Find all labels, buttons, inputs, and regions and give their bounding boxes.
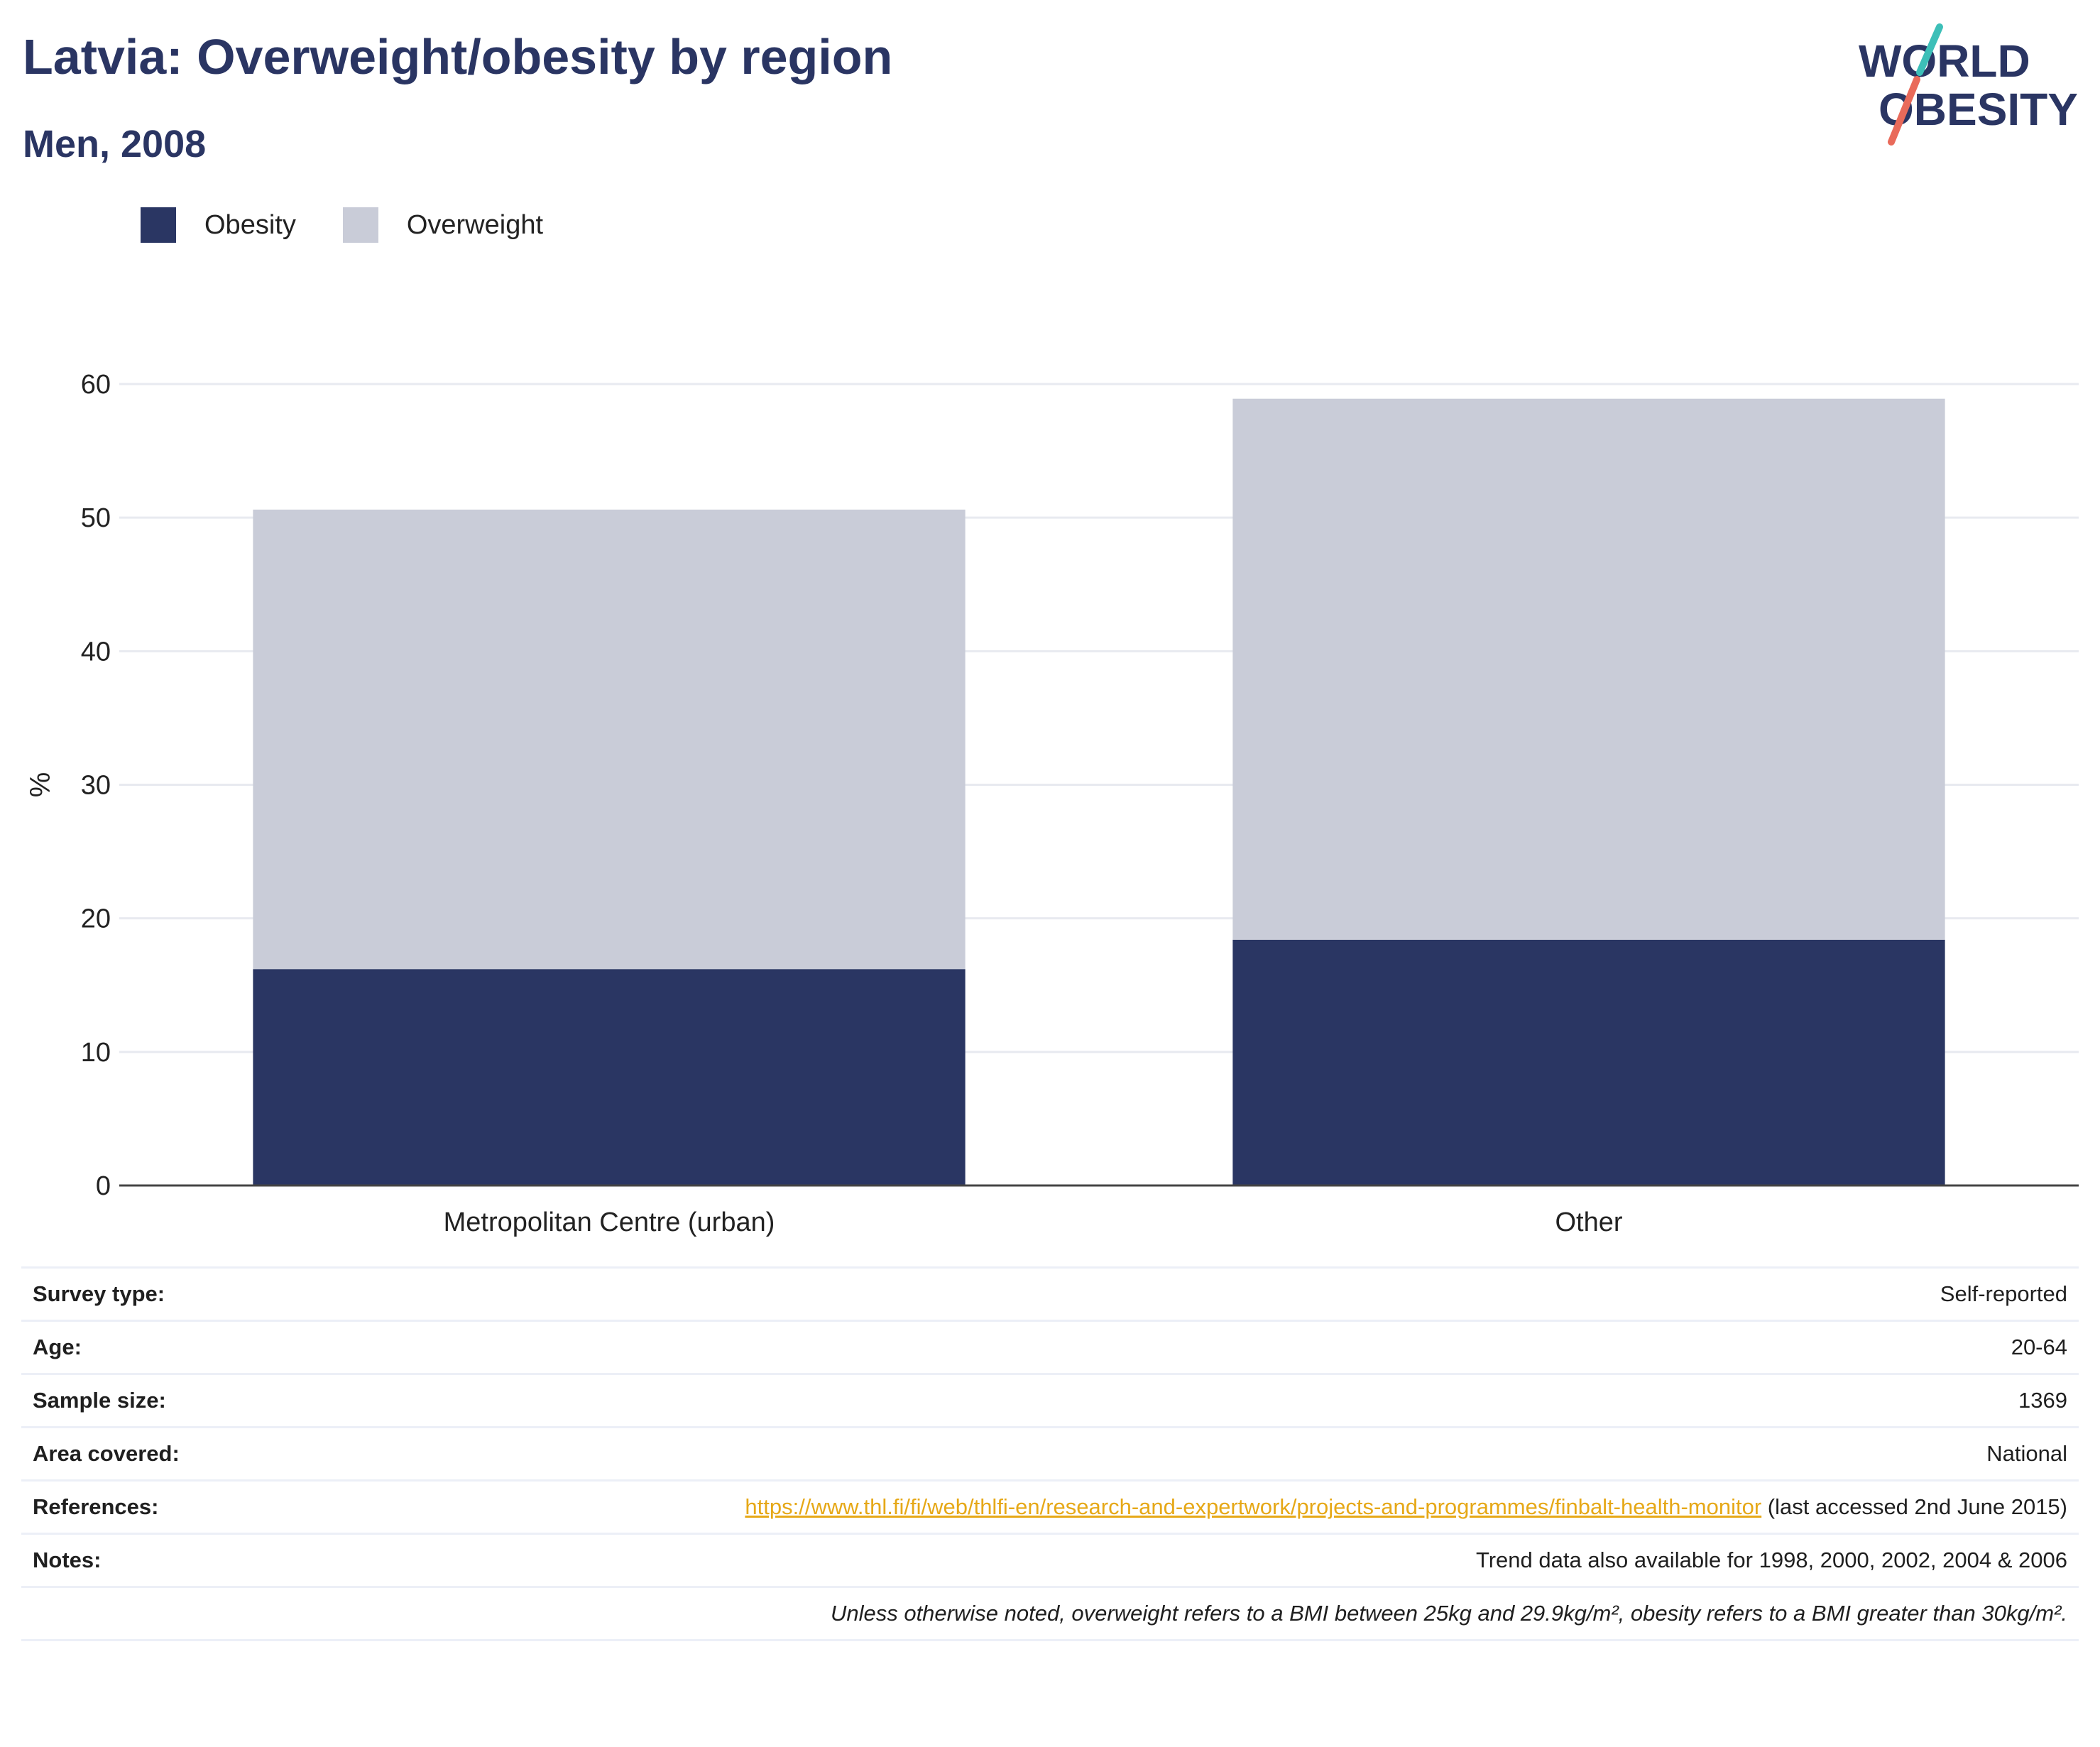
references-link[interactable]: https://www.thl.fi/fi/web/thlfi-en/resea… (745, 1494, 1762, 1519)
age-label: Age: (21, 1320, 399, 1374)
table-row: References: https://www.thl.fi/fi/web/th… (21, 1479, 2079, 1534)
table-row: Notes: Trend data also available for 199… (21, 1533, 2079, 1587)
y-tick-label: 0 (96, 1171, 111, 1201)
references-value: https://www.thl.fi/fi/web/thlfi-en/resea… (399, 1479, 2079, 1534)
y-tick-label: 50 (81, 503, 111, 533)
legend-swatch-obesity (141, 207, 176, 243)
table-row: Age: 20-64 (21, 1320, 2079, 1374)
table-row: Unless otherwise noted, overweight refer… (21, 1586, 2079, 1641)
chart-subtitle: Men, 2008 (23, 123, 207, 165)
y-axis-label: % (25, 772, 56, 798)
bmi-footnote: Unless otherwise noted, overweight refer… (21, 1586, 2079, 1641)
sample-size-value: 1369 (399, 1373, 2079, 1428)
area-covered-value: National (399, 1426, 2079, 1481)
bar-obesity-1 (1232, 939, 1945, 1185)
y-tick-label: 60 (81, 370, 111, 400)
bar-overweight-0 (253, 509, 966, 970)
legend-item-overweight[interactable]: Overweight (342, 207, 544, 243)
world-obesity-logo: WORLD OBESITY (1859, 23, 2078, 146)
notes-label: Notes: (21, 1533, 399, 1587)
y-tick-label: 30 (81, 771, 111, 801)
bar-overweight-1 (1232, 398, 1945, 940)
legend-item-obesity[interactable]: Obesity (141, 207, 296, 243)
table-row: Survey type: Self-reported (21, 1266, 2079, 1321)
table-row: Area covered: National (21, 1426, 2079, 1481)
age-value: 20-64 (399, 1320, 2079, 1374)
bar-obesity-0 (253, 969, 966, 1185)
legend-label-obesity: Obesity (204, 209, 296, 240)
table-row: Sample size: 1369 (21, 1373, 2079, 1428)
metadata-table: Survey type: Self-reported Age: 20-64 Sa… (21, 1266, 2079, 1641)
y-tick-label: 40 (81, 637, 111, 667)
bar-chart: 0 10 20 30 40 50 60% Metropolitan Centre (urban… (25, 370, 2079, 1237)
survey-type-value: Self-reported (399, 1266, 2079, 1321)
chart-legend: Obesity Overweight (141, 207, 590, 243)
chart-title: Latvia: Overweight/obesity by region (23, 29, 893, 84)
references-label: References: (21, 1479, 399, 1534)
notes-value: Trend data also available for 1998, 2000… (399, 1533, 2079, 1587)
legend-label-overweight: Overweight (406, 209, 544, 240)
survey-type-label: Survey type: (21, 1266, 399, 1321)
x-tick-label: Other (1555, 1207, 1622, 1237)
logo-slash-teal (1916, 23, 1943, 76)
logo-text-world: WORLD (1859, 35, 2030, 87)
references-suffix: (last accessed 2nd June 2015) (1761, 1494, 2067, 1519)
area-covered-label: Area covered: (21, 1426, 399, 1481)
logo-slash-coral (1888, 76, 1920, 146)
legend-swatch-overweight (342, 207, 378, 243)
y-tick-label: 10 (81, 1038, 111, 1068)
y-tick-label: 20 (81, 904, 111, 934)
x-tick-label: Metropolitan Centre (urban) (444, 1207, 775, 1237)
sample-size-label: Sample size: (21, 1373, 399, 1428)
